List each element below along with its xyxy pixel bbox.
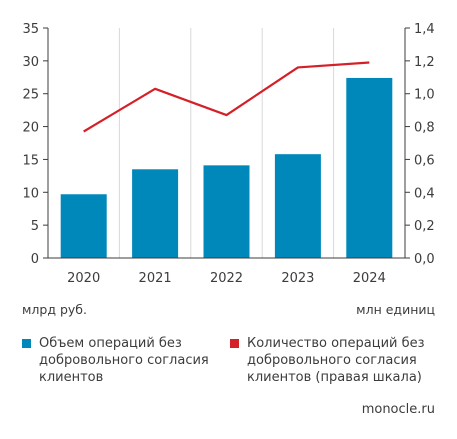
right-axis-label: млн единиц [356,302,435,317]
left-tick-label: 15 [22,153,39,168]
x-tick-label: 2021 [139,271,172,286]
legend-line-text: Количество операций без добровольного со… [247,335,425,386]
line-path [83,61,370,133]
axes [47,28,406,259]
legend-bar-line-2: добровольного согласия [39,353,209,368]
legend-item-bar: Объем операций без добровольного согласи… [22,335,212,390]
right-tick-label: 1,4 [414,22,435,37]
legend-line-line-1: Количество операций без [247,336,425,351]
left-axis-ticks: 0 5 10 15 20 25 30 35 [22,22,48,267]
bar-2021 [132,169,179,258]
legend-line-line-3: клиентов (правая шкала) [247,370,422,385]
x-tick-label: 2022 [210,271,243,286]
left-axis-label: млрд руб. [22,302,87,317]
line-series [83,61,370,133]
right-tick-label: 0,0 [414,252,435,267]
bar-swatch [22,339,31,348]
x-axis-ticks: 2020 2021 2022 2023 2024 [67,271,386,286]
x-tick-label: 2023 [281,271,314,286]
bar-2024 [346,77,393,258]
right-tick-label: 0,4 [414,186,435,201]
bar-2020 [60,194,107,258]
right-tick-label: 0,8 [414,121,435,136]
right-tick-label: 1,0 [414,88,435,103]
x-tick-label: 2024 [353,271,386,286]
legend-item-line: Количество операций без добровольного со… [230,335,440,390]
left-tick-label: 0 [31,252,39,267]
bar-2022 [203,165,250,258]
bar-2023 [274,154,321,258]
right-tick-label: 0,2 [414,219,435,234]
source-label: monocle.ru [361,402,435,417]
left-tick-label: 35 [22,22,39,37]
x-tick-label: 2020 [67,271,100,286]
grid-lines [118,28,335,258]
legend-bar-line-3: клиентов [39,370,104,385]
left-tick-label: 30 [22,55,39,70]
right-tick-label: 1,2 [414,55,435,70]
right-axis-ticks: 0,0 0,2 0,4 0,6 0,8 1,0 1,2 1,4 [405,22,435,267]
left-tick-label: 20 [22,121,39,136]
legend-bar-line-1: Объем операций без [39,336,182,351]
legend-bar-text: Объем операций без добровольного согласи… [39,335,209,386]
right-tick-label: 0,6 [414,153,435,168]
left-tick-label: 25 [22,88,39,103]
line-swatch [230,339,239,348]
bar-series [60,77,393,258]
legend-line-line-2: добровольного согласия [247,353,417,368]
left-tick-label: 5 [31,219,39,234]
left-tick-label: 10 [22,186,39,201]
